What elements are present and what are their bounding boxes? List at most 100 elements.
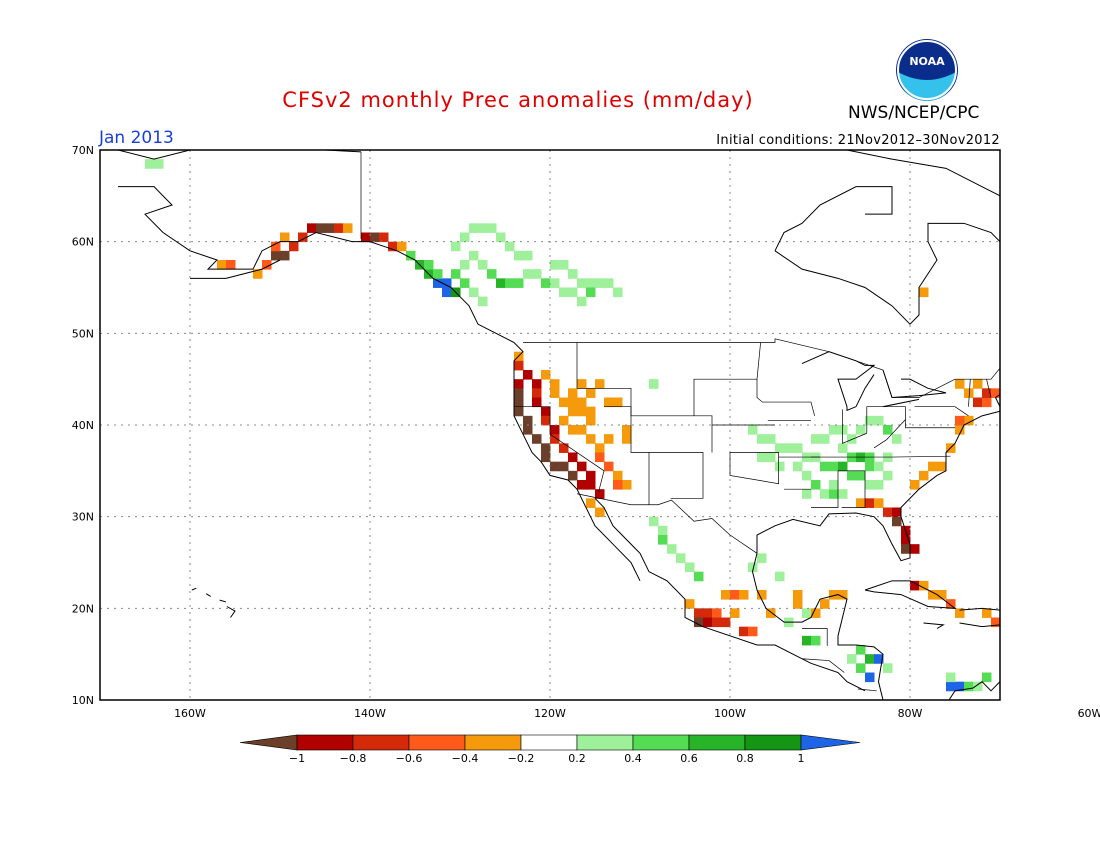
anomaly-cell — [532, 388, 542, 398]
colorbar-bin — [576, 734, 634, 751]
political-border — [604, 406, 704, 499]
coastline — [801, 351, 876, 412]
anomaly-cell — [928, 461, 938, 472]
anomaly-cell — [982, 388, 992, 398]
anomaly-cell — [1063, 691, 1073, 701]
anomaly-cell — [919, 287, 929, 298]
colorbar-tick-label: −0.8 — [340, 752, 367, 765]
anomaly-cell — [676, 553, 686, 563]
anomaly-cell — [649, 516, 659, 527]
anomaly-cell — [955, 681, 965, 692]
political-border — [811, 470, 866, 508]
colorbar-tick-label: 0.4 — [624, 752, 642, 765]
anomaly-cell — [802, 470, 812, 481]
anomaly-cell — [613, 397, 623, 408]
anomaly-cell — [523, 370, 533, 380]
anomaly-cell — [568, 269, 578, 279]
anomaly-cell — [532, 269, 542, 279]
anomaly-cell — [262, 260, 272, 270]
anomaly-cell — [838, 461, 848, 472]
anomaly-cell — [307, 223, 317, 233]
anomaly-cell — [829, 425, 839, 435]
colorbar-max-arrow — [800, 734, 861, 751]
anomaly-cell — [559, 443, 569, 453]
anomaly-cell — [829, 461, 839, 472]
anomaly-cell — [622, 480, 632, 490]
anomaly-cell — [604, 278, 614, 288]
coastlines — [117, 150, 1000, 700]
anomaly-cell — [334, 223, 344, 233]
anomaly-cell — [766, 434, 776, 444]
anomaly-cell — [568, 470, 578, 481]
coastline — [959, 607, 1000, 628]
anomaly-cell — [775, 461, 785, 472]
coastline — [450, 287, 641, 582]
coastline — [594, 497, 866, 692]
coastline — [117, 150, 362, 160]
lat-tick-label: 40N — [72, 419, 94, 432]
anomaly-cell — [343, 223, 353, 233]
coastline — [751, 553, 884, 700]
anomaly-cell — [550, 425, 560, 435]
anomaly-cell — [505, 278, 515, 288]
anomaly-cell — [271, 241, 281, 252]
anomaly-cell — [847, 434, 857, 444]
anomaly-cell — [982, 608, 992, 618]
colorbar-bin — [520, 734, 578, 751]
anomaly-cell — [559, 397, 569, 408]
anomaly-cell — [892, 507, 902, 518]
anomaly-cell — [793, 461, 803, 472]
anomaly-cell — [550, 278, 560, 288]
anomaly-cell — [568, 452, 578, 463]
political-border — [523, 338, 1000, 398]
anomaly-cell — [577, 480, 587, 490]
coastline — [882, 398, 920, 408]
coastline — [205, 593, 211, 597]
anomaly-cell — [577, 296, 587, 307]
anomaly-cell — [856, 498, 866, 508]
anomaly-cell — [226, 260, 236, 270]
anomaly-cell — [856, 645, 866, 655]
anomaly-cell — [919, 580, 929, 591]
anomaly-cell — [766, 452, 776, 463]
anomaly-cell — [514, 397, 524, 408]
anomaly-cell — [550, 260, 560, 270]
colorbar: −1 −0.8 −0.6 −0.4 −0.2 0.2 0.4 0.6 0.8 1 — [239, 734, 861, 765]
anomaly-cell — [514, 406, 524, 417]
anomaly-cell — [280, 232, 290, 243]
colorbar-bin — [632, 734, 690, 751]
anomaly-cell — [586, 278, 596, 288]
anomaly-cell — [523, 250, 533, 261]
anomaly-cell — [748, 626, 758, 637]
anomaly-cell — [811, 480, 821, 490]
coastline — [864, 580, 957, 609]
anomaly-cell — [559, 260, 569, 270]
anomaly-cells — [145, 159, 1073, 701]
anomaly-cell — [964, 415, 974, 426]
anomaly-cell — [514, 379, 524, 389]
anomaly-cell — [550, 434, 560, 444]
anomaly-cell — [784, 443, 794, 453]
anomaly-cell — [532, 434, 542, 444]
anomaly-cell — [730, 590, 740, 600]
anomaly-cell — [766, 608, 776, 618]
anomaly-cell — [874, 461, 884, 472]
colorbar-tick-label: −0.2 — [508, 752, 535, 765]
coastline — [190, 259, 281, 279]
colorbar-tick-label: 0.8 — [736, 752, 754, 765]
anomaly-cell — [829, 590, 839, 600]
colorbar-min-arrow — [239, 734, 298, 751]
anomaly-cell — [406, 250, 416, 261]
anomaly-cell — [595, 452, 605, 463]
anomaly-cell — [559, 461, 569, 472]
noaa-logo-icon: NOAA — [896, 39, 958, 101]
anomaly-cell — [604, 397, 614, 408]
anomaly-cell — [550, 461, 560, 472]
anomaly-cell — [847, 470, 857, 481]
anomaly-cell — [802, 635, 812, 646]
anomaly-cell — [505, 241, 515, 252]
anomaly-cell — [586, 415, 596, 426]
anomaly-cell — [577, 406, 587, 417]
political-border — [857, 688, 877, 692]
